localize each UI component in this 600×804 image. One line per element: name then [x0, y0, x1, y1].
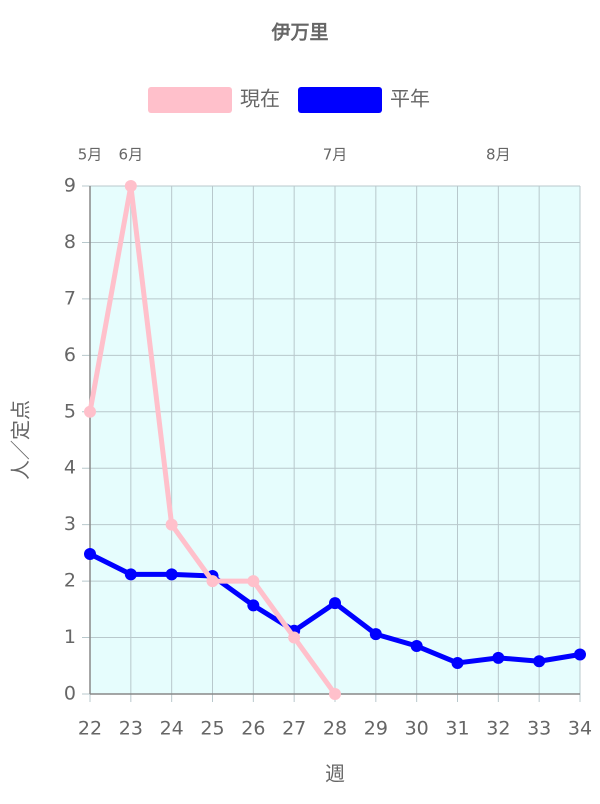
data-point [247, 575, 260, 588]
y-tick-label: 0 [64, 683, 76, 705]
x-axis-label: 週 [325, 762, 345, 786]
month-label: 7月 [323, 146, 348, 164]
x-tick-label: 25 [200, 718, 224, 740]
data-point [574, 648, 586, 661]
data-point [451, 656, 464, 669]
y-tick-label: 3 [64, 513, 76, 535]
y-tick-label: 6 [64, 344, 76, 366]
legend-swatch [298, 87, 382, 113]
data-point [329, 688, 341, 700]
x-tick-label: 34 [568, 718, 592, 740]
legend-label: 平年 [390, 87, 430, 111]
data-point [533, 655, 546, 668]
x-tick-label: 26 [241, 718, 265, 740]
x-tick-label: 31 [445, 718, 469, 740]
x-tick-label: 27 [282, 718, 306, 740]
y-tick-label: 4 [64, 457, 76, 479]
data-point [369, 628, 382, 641]
data-point [288, 631, 301, 644]
data-point [84, 548, 96, 561]
data-point [410, 640, 423, 653]
data-point [165, 518, 178, 531]
x-tick-label: 23 [119, 718, 143, 740]
y-tick-label: 8 [64, 231, 76, 253]
x-tick-label: 30 [405, 718, 429, 740]
legend-swatch [148, 87, 232, 113]
month-label: 6月 [119, 146, 144, 164]
y-tick-label: 2 [64, 570, 76, 592]
data-point [329, 597, 341, 610]
x-tick-label: 32 [486, 718, 510, 740]
x-tick-label: 29 [364, 718, 388, 740]
chart-title: 伊万里 [270, 21, 328, 44]
y-axis-label: 人／定点 [9, 400, 33, 480]
data-point [492, 651, 505, 664]
legend-label: 現在 [240, 87, 280, 111]
y-tick-label: 7 [64, 287, 76, 309]
data-point [124, 180, 137, 192]
x-tick-label: 33 [527, 718, 551, 740]
data-point [206, 575, 219, 588]
data-point [124, 568, 137, 581]
x-tick-label: 24 [160, 718, 184, 740]
month-label: 5月 [78, 146, 103, 164]
y-tick-label: 9 [64, 175, 76, 197]
data-point [247, 599, 260, 612]
y-tick-label: 5 [64, 400, 76, 422]
x-tick-label: 28 [323, 718, 347, 740]
month-label: 8月 [486, 146, 511, 164]
y-tick-label: 1 [64, 626, 76, 648]
x-tick-label: 22 [78, 718, 102, 740]
data-point [165, 568, 178, 581]
data-point [84, 405, 96, 418]
